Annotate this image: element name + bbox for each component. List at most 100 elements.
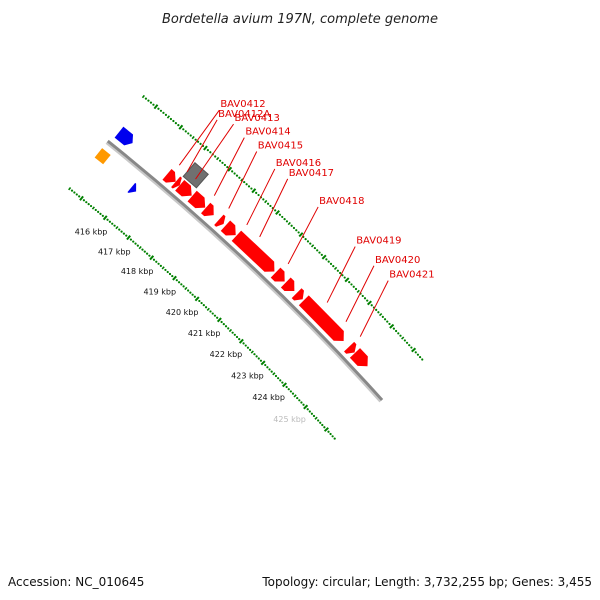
inner-tick-dot	[277, 377, 280, 380]
inner-tick-dot	[291, 392, 295, 395]
outer-tick-dot	[350, 283, 353, 286]
gene-bav0422[interactable]	[298, 295, 344, 341]
outer-tick-dot	[352, 285, 355, 288]
position-label: 424 kbp	[252, 393, 285, 402]
gene-bav0415[interactable]	[201, 202, 214, 217]
gene-bav0417[interactable]	[220, 220, 236, 236]
gene-bav0412a[interactable]	[171, 176, 182, 189]
outer-tick-dot	[209, 151, 212, 154]
outer-tick-dot	[381, 315, 384, 318]
outer-tick-dot	[269, 204, 272, 208]
gene-bav0418[interactable]	[231, 230, 275, 272]
inner-tick-dot	[314, 416, 318, 420]
inner-tick-dot	[319, 421, 322, 424]
outer-tick-dot	[378, 312, 383, 317]
outer-tick-dot	[166, 115, 171, 119]
gene-label[interactable]: BAV0417	[289, 168, 334, 179]
inner-tick-dot	[89, 204, 93, 208]
gene-callout-line	[186, 119, 218, 173]
inner-tick-dot	[285, 385, 288, 389]
genome-backbone	[106, 139, 384, 402]
orange-feature-block[interactable]	[94, 148, 111, 165]
outer-tick-dot	[227, 166, 233, 172]
inner-tick-dot	[193, 295, 196, 298]
gene-bav0420[interactable]	[280, 277, 295, 292]
gene-label[interactable]: BAV0412A	[218, 109, 270, 120]
gene-bav0416[interactable]	[214, 214, 226, 227]
outer-tick-dot	[266, 202, 270, 205]
inner-tick-dot	[268, 368, 271, 371]
gene-bav0414[interactable]	[187, 190, 206, 209]
outer-tick-dot	[233, 172, 236, 175]
inner-tick-dot	[249, 348, 252, 351]
reverse-gene-block[interactable]	[127, 182, 137, 193]
outer-tick-dot	[157, 107, 160, 110]
inner-tick-dot	[79, 195, 84, 201]
gene-callout-line	[259, 178, 289, 238]
position-label: 422 kbp	[210, 350, 243, 359]
inner-tick-dot	[120, 230, 123, 233]
inner-tick-dot	[155, 260, 158, 263]
inner-tick-dot	[157, 262, 160, 265]
inner-tick-dot	[138, 245, 142, 250]
outer-tick-dot	[274, 209, 277, 212]
outer-tick-dot	[361, 294, 364, 298]
inner-tick-dot	[310, 412, 313, 415]
upstream-gene-block[interactable]	[114, 126, 134, 146]
outer-tick-dot	[318, 251, 321, 254]
outer-tick-dot	[238, 176, 241, 179]
inner-tick-ring	[68, 187, 336, 440]
other-features	[94, 126, 137, 193]
inner-tick-dot	[136, 244, 139, 247]
inner-tick-dot	[75, 193, 78, 196]
gene-label[interactable]: BAV0416	[276, 158, 321, 169]
outer-tick-dot	[375, 308, 378, 311]
inner-tick-dot	[279, 379, 282, 382]
inner-tick-dot	[111, 222, 114, 225]
gene-label[interactable]: BAV0414	[245, 127, 290, 138]
gene-label[interactable]: BAV0413	[235, 113, 280, 124]
map-title: Bordetella avium 197N, complete genome	[162, 12, 438, 27]
gene-bav0421[interactable]	[291, 288, 304, 301]
outer-tick-dot	[177, 124, 180, 127]
gene-label[interactable]: BAV0412	[220, 99, 265, 110]
outer-tick-dot	[418, 355, 422, 359]
inner-tick-dot	[209, 310, 212, 313]
position-label: 419 kbp	[143, 287, 176, 296]
outer-tick-dot	[332, 265, 335, 268]
gene-label[interactable]: BAV0421	[389, 270, 434, 281]
inner-tick-dot	[172, 275, 177, 281]
gene-label[interactable]: BAV0420	[375, 255, 420, 266]
inner-tick-dot	[94, 208, 97, 212]
inner-tick-dot	[222, 323, 225, 326]
outer-tick-dot	[221, 161, 224, 164]
gene-bav0419[interactable]	[270, 267, 285, 282]
outer-tick-dot	[363, 297, 367, 300]
gene-callout-line	[345, 265, 375, 322]
inner-tick-dot	[143, 250, 146, 253]
outer-tick-dot	[174, 121, 177, 125]
outer-tick-dot	[325, 258, 328, 261]
outer-tick-dot	[411, 347, 417, 353]
genome-backbone-shadow	[105, 142, 381, 403]
inner-tick-dot	[231, 331, 234, 334]
gene-bav0412[interactable]	[162, 169, 176, 183]
outer-tick-dot	[377, 311, 380, 314]
gene-label[interactable]: BAV0419	[356, 236, 401, 247]
gene-bav0424[interactable]	[349, 348, 368, 367]
inner-tick-dot	[323, 426, 326, 429]
gene-bav0423[interactable]	[344, 341, 357, 354]
outer-tick-dot	[290, 224, 293, 227]
outer-tick-dot	[421, 358, 424, 361]
gene-label[interactable]: BAV0418	[319, 196, 364, 207]
outer-tick-dot	[285, 220, 289, 223]
outer-tick-dot	[348, 281, 351, 284]
inner-tick-dot	[282, 382, 288, 388]
outer-tick-dot	[199, 142, 202, 145]
outer-tick-dot	[196, 140, 200, 143]
inner-tick-dot	[216, 316, 219, 319]
gene-bav0413[interactable]	[175, 179, 192, 197]
position-label: 416 kbp	[75, 228, 108, 237]
inner-tick-dot	[204, 306, 208, 309]
gene-label[interactable]: BAV0415	[258, 140, 303, 151]
